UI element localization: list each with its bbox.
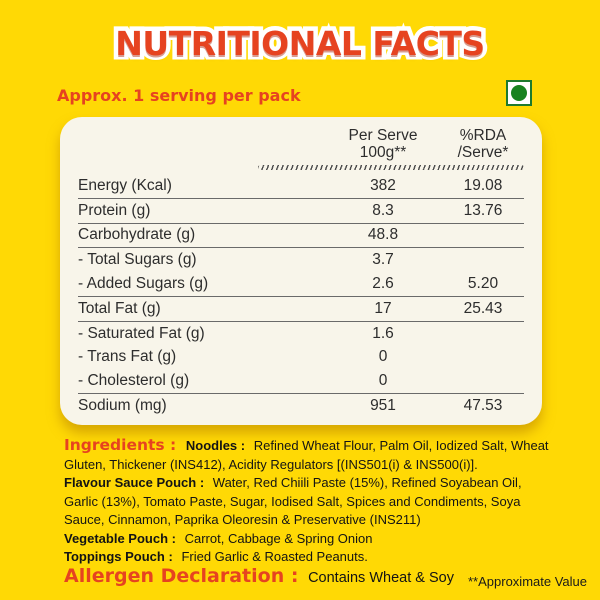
row-per-serve-value: 382 [370, 176, 396, 194]
row-per-serve-value: 1.6 [372, 324, 394, 342]
page-title: NUTRITIONAL FACTS NUTRITIONAL FACTS [0, 20, 600, 68]
dashed-divider [258, 165, 524, 170]
row-label: Total Fat (g) [78, 299, 161, 317]
column-header-per-serve: Per Serve 100g** [324, 127, 442, 161]
row-label: Carbohydrate (g) [78, 226, 196, 244]
ingredients-block: Ingredients : Noodles : Refined Wheat Fl… [64, 436, 550, 587]
row-label: Protein (g) [78, 201, 151, 219]
row-label: Energy (Kcal) [78, 176, 172, 194]
ingredients-section-noodles: Ingredients : Noodles : Refined Wheat Fl… [64, 436, 550, 474]
row-per-serve-value: 2.6 [372, 275, 394, 293]
column-header-line: Per Serve [348, 127, 418, 144]
section-label: Vegetable Pouch : [64, 530, 176, 546]
row-rda-value: 13.76 [463, 201, 503, 219]
table-row: Carbohydrate (g) 48.8 [78, 224, 524, 249]
table-row: - Saturated Fat (g) 1.6 [78, 322, 524, 346]
row-rda-value: 25.43 [463, 299, 503, 317]
row-label: - Trans Fat (g) [78, 348, 177, 366]
row-label: - Added Sugars (g) [78, 275, 209, 293]
table-row: - Added Sugars (g) 2.6 5.20 [78, 272, 524, 297]
serving-note: Approx. 1 serving per pack [57, 86, 301, 105]
table-row: - Total Sugars (g) 3.7 [78, 248, 524, 272]
row-per-serve-value: 8.3 [372, 201, 394, 219]
table-row: Protein (g) 8.3 13.76 [78, 199, 524, 224]
column-header-line: %RDA [459, 127, 507, 144]
section-label: Toppings Pouch : [64, 549, 173, 564]
section-text: Refined Wheat Flour, Palm Oil, Iodized S… [64, 438, 549, 472]
column-header-rda: %RDA /Serve* [442, 127, 524, 161]
table-rows: Energy (Kcal) 382 19.08 Protein (g) 8.3 … [78, 174, 524, 418]
ingredients-section-flavour-sauce: Flavour Sauce Pouch : Water, Red Chiili … [64, 474, 550, 530]
allergen-text: Contains Wheat & Soy [308, 569, 454, 586]
allergen-heading: Allergen Declaration : [64, 564, 299, 587]
nutrition-table-card: Per Serve 100g** %RDA /Serve* Energy (Kc… [60, 117, 542, 425]
row-per-serve-value: 0 [378, 348, 388, 366]
veg-green-dot-icon [511, 85, 527, 101]
page-title-outline: NUTRITIONAL FACTS [111, 20, 490, 68]
veg-symbol-icon [506, 80, 532, 106]
section-text: Water, Red Chiili Paste (15%), Refined S… [64, 475, 522, 527]
row-per-serve-value: 48.8 [367, 226, 399, 244]
row-per-serve-value: 951 [370, 397, 396, 415]
row-label: - Cholesterol (g) [78, 372, 190, 390]
ingredients-section-vegetable: Vegetable Pouch : Carrot, Cabbage & Spri… [64, 530, 550, 549]
row-rda-value: 5.20 [467, 275, 499, 293]
section-label: Flavour Sauce Pouch : [64, 475, 205, 490]
row-per-serve-value: 17 [374, 299, 392, 317]
row-label: Sodium (mg) [78, 397, 167, 415]
table-row: Energy (Kcal) 382 19.08 [78, 174, 524, 199]
ingredients-heading: Ingredients : [64, 436, 177, 454]
row-label: - Saturated Fat (g) [78, 324, 205, 342]
allergen-declaration: Allergen Declaration : Contains Wheat & … [64, 564, 550, 588]
table-header: Per Serve 100g** %RDA /Serve* [78, 127, 524, 161]
row-per-serve-value: 3.7 [372, 251, 394, 269]
section-text: Fried Garlic & Roasted Peanuts. [181, 549, 368, 564]
section-label: Noodles : [185, 438, 246, 453]
table-row: - Cholesterol (g) 0 [78, 369, 524, 395]
column-header-line: /Serve* [457, 144, 509, 161]
section-text: Carrot, Cabbage & Spring Onion [184, 530, 373, 546]
table-row: Total Fat (g) 17 25.43 [78, 297, 524, 322]
row-rda-value: 47.53 [463, 397, 503, 415]
page-title-text: NUTRITIONAL FACTS [115, 24, 485, 63]
column-header-line: 100g** [359, 144, 407, 161]
ingredients-section-toppings: Toppings Pouch : Fried Garlic & Roasted … [64, 548, 550, 567]
row-label: - Total Sugars (g) [78, 251, 197, 269]
row-rda-value: 19.08 [463, 176, 503, 194]
approximate-value-note: **Approximate Value [468, 574, 587, 589]
table-row: - Trans Fat (g) 0 [78, 346, 524, 370]
row-per-serve-value: 0 [378, 372, 388, 390]
table-row: Sodium (mg) 951 47.53 [78, 394, 524, 418]
